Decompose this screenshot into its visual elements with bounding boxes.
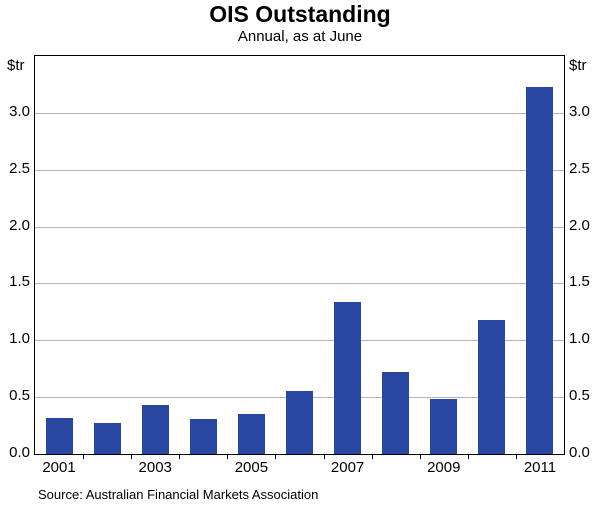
xtick-mark-6 [323, 455, 325, 459]
gridline-2.5 [35, 169, 564, 171]
left-ytick-label-1.5: 1.5 [9, 273, 30, 291]
left-ytick-label-1.0: 1.0 [9, 330, 30, 348]
bar-2009 [430, 399, 458, 454]
bar-2007 [334, 301, 362, 454]
xtick-label-2011: 2011 [523, 459, 557, 476]
xtick-mark-3 [179, 455, 181, 459]
gridline-2.0 [35, 226, 564, 228]
right-ytick-label-0.5: 0.5 [569, 387, 590, 405]
bar-2003 [141, 405, 169, 454]
right-ytick-label-2.0: 2.0 [569, 216, 590, 234]
right-ytick-label-1.5: 1.5 [569, 273, 590, 291]
right-axis-unit-label: $tr [569, 57, 587, 74]
left-ytick-label-0.5: 0.5 [9, 387, 30, 405]
right-ytick-label-1.0: 1.0 [569, 330, 590, 348]
right-ytick-label-2.5: 2.5 [569, 159, 590, 177]
left-ytick-label-2.5: 2.5 [9, 159, 30, 177]
xtick-label-2009: 2009 [427, 459, 461, 476]
xtick-label-2007: 2007 [330, 459, 365, 476]
bar-2004 [189, 418, 217, 454]
xtick-mark-9 [467, 455, 469, 459]
xtick-mark-1 [83, 455, 85, 459]
bar-2006 [286, 391, 313, 454]
left-ytick-label-0.0: 0.0 [9, 444, 30, 461]
xtick-mark-8 [419, 455, 421, 459]
xtick-label-2003: 2003 [138, 459, 172, 476]
xtick-mark-7 [371, 455, 373, 459]
xtick-label-2001: 2001 [42, 459, 76, 476]
bar-2010 [478, 319, 506, 454]
xtick-label-2005: 2005 [234, 459, 269, 476]
source-note: Source: Australian Financial Markets Ass… [38, 487, 319, 502]
bar-2005 [237, 414, 265, 454]
bar-2002 [93, 423, 121, 454]
right-ytick-label-3.0: 3.0 [569, 102, 590, 120]
xtick-mark-2 [131, 455, 133, 459]
xtick-mark-10 [515, 455, 517, 459]
left-ytick-label-2.0: 2.0 [9, 216, 30, 234]
chart-subtitle: Annual, as at June [237, 28, 363, 45]
bar-2008 [382, 372, 410, 454]
left-ytick-label-3.0: 3.0 [9, 102, 30, 120]
chart-title: OIS Outstanding [209, 1, 391, 27]
left-axis-unit-label: $tr [7, 57, 25, 74]
gridline-1.0 [35, 340, 564, 342]
gridline-1.5 [35, 283, 564, 285]
bar-2011 [526, 86, 554, 454]
xtick-mark-4 [227, 455, 229, 459]
xtick-mark-5 [275, 455, 277, 459]
plot-area [34, 55, 565, 455]
gridline-3.0 [35, 112, 564, 114]
right-ytick-label-0.0: 0.0 [569, 444, 590, 461]
bar-2001 [45, 417, 73, 454]
